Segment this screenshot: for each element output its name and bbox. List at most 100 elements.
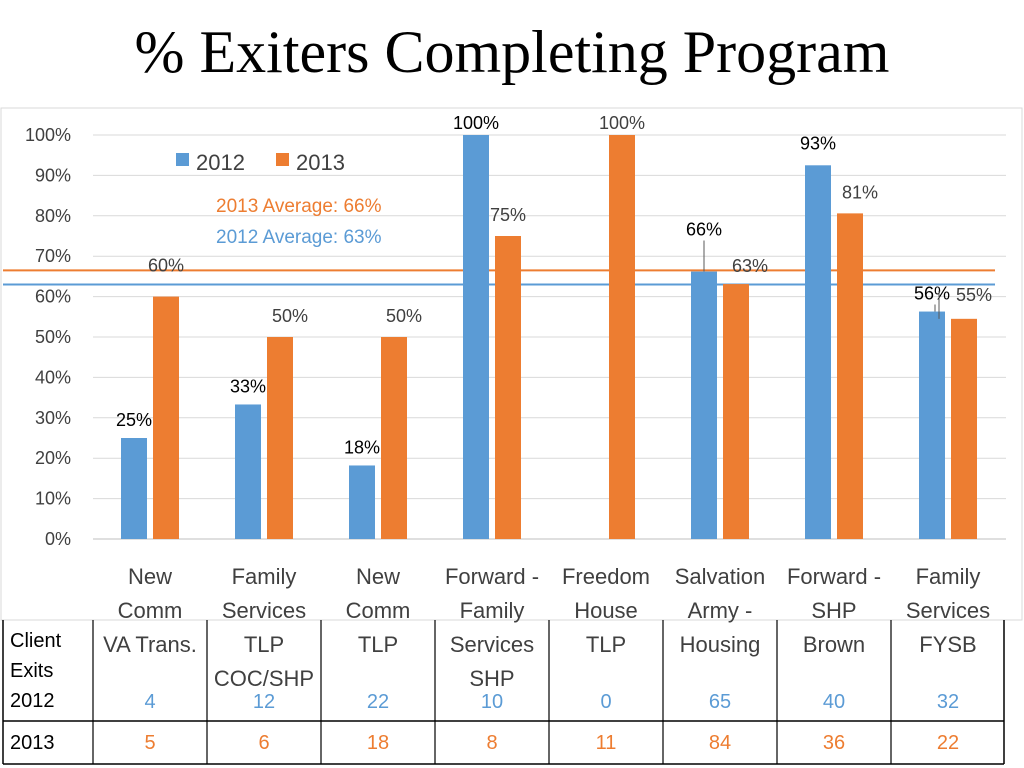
exits-2012-cell: 0 <box>600 691 611 713</box>
category-label: Family <box>916 564 981 589</box>
exits-2013-cell: 84 <box>709 732 731 754</box>
bars <box>121 135 977 540</box>
category-label: Forward - <box>787 564 881 589</box>
y-tick-label: 30% <box>35 408 71 428</box>
data-label-2013: 55% <box>956 285 992 305</box>
exits-2013-cell: 5 <box>144 732 155 754</box>
exits-2012-cell: 32 <box>937 691 959 713</box>
exits-2013-cell: 8 <box>486 732 497 754</box>
category-label: Housing <box>680 632 761 657</box>
bar-2013 <box>153 296 179 539</box>
data-label-2013: 63% <box>732 256 768 276</box>
exits-2012-cell: 10 <box>481 691 503 713</box>
category-label: COC/SHP <box>214 666 314 691</box>
table-row-label-2012: 2012 <box>10 690 55 712</box>
y-tick-label: 80% <box>35 206 71 226</box>
legend-swatch-2012 <box>176 153 189 166</box>
category-label: Salvation <box>675 564 766 589</box>
bar-2013 <box>267 337 293 539</box>
data-label-2013: 50% <box>272 306 308 326</box>
legend-swatch-2013 <box>276 153 289 166</box>
table-row-label-2013: 2013 <box>10 732 55 754</box>
legend-label-2013: 2013 <box>296 150 345 175</box>
category-label: TLP <box>586 632 626 657</box>
category-label: Comm <box>118 598 183 623</box>
y-tick-label: 100% <box>25 125 71 145</box>
category-label: Services <box>222 598 306 623</box>
exits-2013-cell: 18 <box>367 732 389 754</box>
bar-2013 <box>951 318 977 539</box>
y-tick-label: 60% <box>35 287 71 307</box>
data-label-2013: 60% <box>148 256 184 276</box>
client-exits-table: Client Exits 2012 2013 4 12 22 10 0 65 40 32 5 6 18 8 11… <box>2 620 1005 765</box>
data-label-2012: 66% <box>686 220 722 240</box>
category-label: Freedom <box>562 564 650 589</box>
exits-2012-cell: 40 <box>823 691 845 713</box>
exits-2012-cell: 22 <box>367 691 389 713</box>
bar-2013 <box>381 337 407 539</box>
category-label: New <box>128 564 172 589</box>
data-label-2012: 100% <box>453 113 499 133</box>
legend-label-2012: 2012 <box>196 150 245 175</box>
category-label: Army - <box>688 598 753 623</box>
data-label-2012: 33% <box>230 376 266 396</box>
category-label: SHP <box>469 666 514 691</box>
category-labels: New Comm VA Trans. Family Services TLP COC/SHP… <box>103 564 990 691</box>
data-label-2012: 25% <box>116 410 152 430</box>
category-label: Comm <box>346 598 411 623</box>
data-label-2012: 18% <box>344 437 380 457</box>
exits-2012-cell: 65 <box>709 691 731 713</box>
y-tick-label: 50% <box>35 327 71 347</box>
data-label-2013: 81% <box>842 182 878 202</box>
bar-2013 <box>837 213 863 539</box>
category-label: New <box>356 564 400 589</box>
category-label: Brown <box>803 632 865 657</box>
legend: 2012 2013 <box>176 150 345 175</box>
exits-2012-cell: 4 <box>144 691 155 713</box>
category-label: Family <box>460 598 525 623</box>
bar-2013 <box>609 135 635 539</box>
data-label-2012: 93% <box>800 133 836 153</box>
exits-2013-cell: 36 <box>823 732 845 754</box>
page-title: % Exiters Completing Program <box>134 19 890 85</box>
bar-2012 <box>235 404 261 539</box>
y-axis-ticks: 0% 10% 20% 30% 40% 50% 60% 70% 80% 90% 100% <box>25 125 71 549</box>
category-label: FYSB <box>919 632 976 657</box>
category-label: House <box>574 598 638 623</box>
bar-2012 <box>691 271 717 539</box>
category-label: TLP <box>244 632 284 657</box>
bar-2013 <box>495 236 521 539</box>
category-label: Services <box>906 598 990 623</box>
avg-2013-label: 2013 Average: 66% <box>216 196 382 217</box>
plot-frame <box>0 107 1023 621</box>
avg-2012-label: 2012 Average: 63% <box>216 227 382 248</box>
category-label: SHP <box>811 598 856 623</box>
data-label-2013: 75% <box>490 205 526 225</box>
category-label: Services <box>450 632 534 657</box>
exits-2013-cell: 11 <box>596 732 617 754</box>
bar-2012 <box>121 438 147 539</box>
y-tick-label: 0% <box>45 529 71 549</box>
data-labels: 25% 60% 33% 50% 18% 50% 100% 75% 100% 66% 63% 93% 81… <box>116 113 992 457</box>
table-row-label-2012: Exits <box>10 660 53 682</box>
bar-2012 <box>919 311 945 539</box>
category-label: Family <box>232 564 297 589</box>
y-tick-label: 20% <box>35 448 71 468</box>
exits-2013-cell: 22 <box>937 732 959 754</box>
y-tick-label: 70% <box>35 246 71 266</box>
category-label: Forward - <box>445 564 539 589</box>
data-label-2012: 56% <box>914 284 950 304</box>
y-tick-label: 40% <box>35 367 71 387</box>
y-tick-label: 90% <box>35 165 71 185</box>
table-row-label-2012: Client <box>10 630 62 652</box>
data-label-2013: 100% <box>599 113 645 133</box>
category-label: VA Trans. <box>103 632 197 657</box>
y-tick-label: 10% <box>35 489 71 509</box>
exits-2013-cell: 6 <box>258 732 269 754</box>
data-label-2013: 50% <box>386 306 422 326</box>
category-label: TLP <box>358 632 398 657</box>
bar-2013 <box>723 284 749 539</box>
bar-2012 <box>805 165 831 540</box>
bar-2012 <box>463 135 489 539</box>
